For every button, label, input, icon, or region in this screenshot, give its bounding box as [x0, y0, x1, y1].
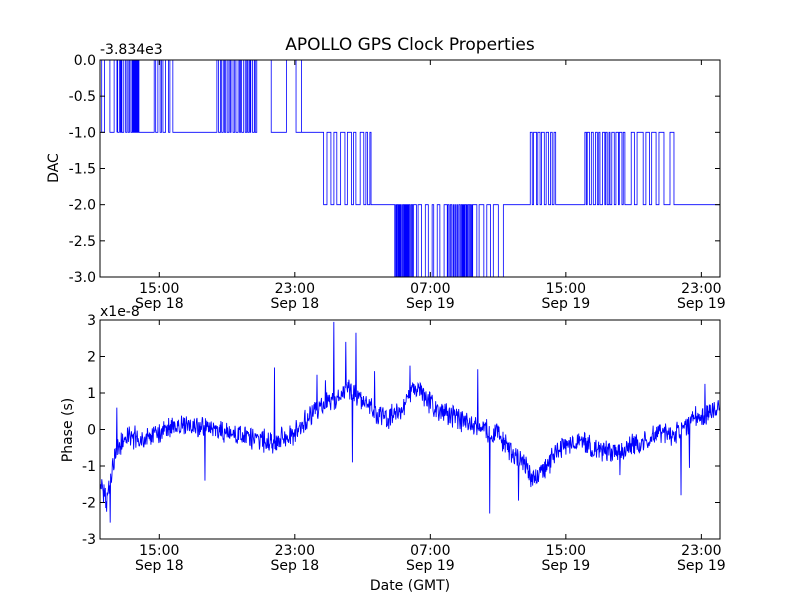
- x-tick-date-label: Sep 19: [677, 296, 726, 312]
- y-tick-label: -3: [82, 532, 96, 548]
- x-tick-time-label: 15:00: [546, 543, 586, 559]
- phase-x-axis-label: Date (GMT): [370, 578, 450, 594]
- x-tick-date-label: Sep 18: [135, 296, 184, 312]
- y-tick-label: -1.5: [69, 162, 96, 178]
- x-tick-time-label: 07:00: [410, 543, 450, 559]
- y-tick-label: 0: [87, 423, 96, 439]
- phase-series-group: [100, 321, 720, 523]
- y-tick-label: -2.5: [69, 234, 96, 250]
- x-tick-time-label: 15:00: [546, 281, 586, 297]
- y-tick-label: 2: [87, 350, 96, 366]
- y-tick-label: 3: [87, 313, 96, 329]
- phase-series-line: [100, 321, 720, 523]
- x-tick-date-label: Sep 19: [542, 558, 591, 574]
- x-tick-time-label: 23:00: [681, 281, 721, 297]
- y-tick-label: -2: [82, 496, 96, 512]
- x-tick-date-label: Sep 18: [135, 558, 184, 574]
- x-tick-time-label: 23:00: [275, 543, 315, 559]
- x-tick-time-label: 15:00: [139, 543, 179, 559]
- y-tick-label: -2.0: [69, 198, 96, 214]
- dac-y-ticks: 0.0 -0.5 -1.0 -1.5 -2.0 -2.5 -3.0: [69, 53, 720, 286]
- y-tick-label: 1: [87, 386, 96, 402]
- dac-offset-label: -3.834e3: [100, 42, 163, 58]
- y-tick-label: -3.0: [69, 270, 96, 286]
- dac-y-axis-label: DAC: [46, 153, 62, 183]
- x-tick-date-label: Sep 19: [677, 558, 726, 574]
- y-tick-label: -1.0: [69, 125, 96, 141]
- phase-offset-label: x1e-8: [100, 304, 140, 320]
- x-tick-date-label: Sep 19: [542, 296, 591, 312]
- x-tick-time-label: 23:00: [275, 281, 315, 297]
- x-tick-time-label: 07:00: [410, 281, 450, 297]
- phase-y-ticks: 3 2 1 0 -1 -2 -3: [82, 313, 720, 548]
- phase-y-axis-label: Phase (s): [60, 398, 76, 462]
- x-tick-date-label: Sep 19: [406, 296, 455, 312]
- x-tick-time-label: 23:00: [681, 543, 721, 559]
- x-tick-date-label: Sep 19: [406, 558, 455, 574]
- dac-series-group: [100, 60, 720, 277]
- dac-series-line: [100, 60, 720, 277]
- y-tick-label: -0.5: [69, 89, 96, 105]
- x-tick-time-label: 15:00: [139, 281, 179, 297]
- x-tick-date-label: Sep 18: [270, 558, 319, 574]
- y-tick-label: -1: [82, 459, 96, 475]
- chart-title: APOLLO GPS Clock Properties: [285, 35, 535, 55]
- x-tick-date-label: Sep 18: [270, 296, 319, 312]
- y-tick-label: 0.0: [74, 53, 96, 69]
